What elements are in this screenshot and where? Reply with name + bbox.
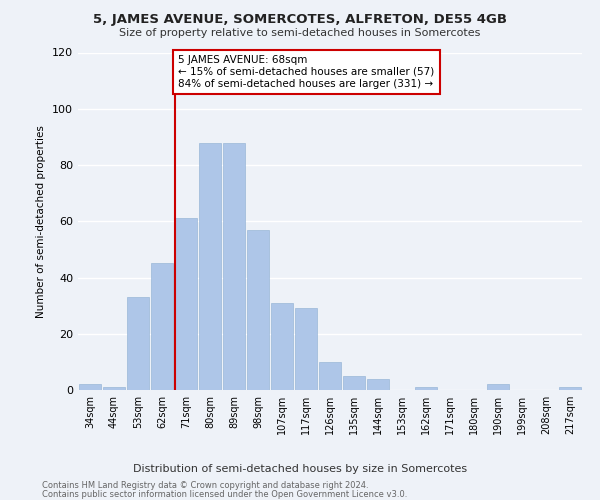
Y-axis label: Number of semi-detached properties: Number of semi-detached properties xyxy=(37,125,46,318)
Text: 5 JAMES AVENUE: 68sqm
← 15% of semi-detached houses are smaller (57)
84% of semi: 5 JAMES AVENUE: 68sqm ← 15% of semi-deta… xyxy=(178,56,434,88)
Text: 5, JAMES AVENUE, SOMERCOTES, ALFRETON, DE55 4GB: 5, JAMES AVENUE, SOMERCOTES, ALFRETON, D… xyxy=(93,12,507,26)
Bar xyxy=(103,387,125,390)
Bar xyxy=(223,142,245,390)
Bar xyxy=(295,308,317,390)
Bar xyxy=(415,387,437,390)
Text: Size of property relative to semi-detached houses in Somercotes: Size of property relative to semi-detach… xyxy=(119,28,481,38)
Bar xyxy=(319,362,341,390)
Bar xyxy=(367,379,389,390)
Bar xyxy=(559,387,581,390)
Text: Contains HM Land Registry data © Crown copyright and database right 2024.: Contains HM Land Registry data © Crown c… xyxy=(42,481,368,490)
Bar xyxy=(199,142,221,390)
Bar xyxy=(151,264,173,390)
Bar xyxy=(271,303,293,390)
Bar xyxy=(247,230,269,390)
Bar xyxy=(343,376,365,390)
Bar xyxy=(487,384,509,390)
Bar xyxy=(127,297,149,390)
Bar xyxy=(79,384,101,390)
Bar xyxy=(175,218,197,390)
Text: Distribution of semi-detached houses by size in Somercotes: Distribution of semi-detached houses by … xyxy=(133,464,467,474)
Text: Contains public sector information licensed under the Open Government Licence v3: Contains public sector information licen… xyxy=(42,490,407,499)
